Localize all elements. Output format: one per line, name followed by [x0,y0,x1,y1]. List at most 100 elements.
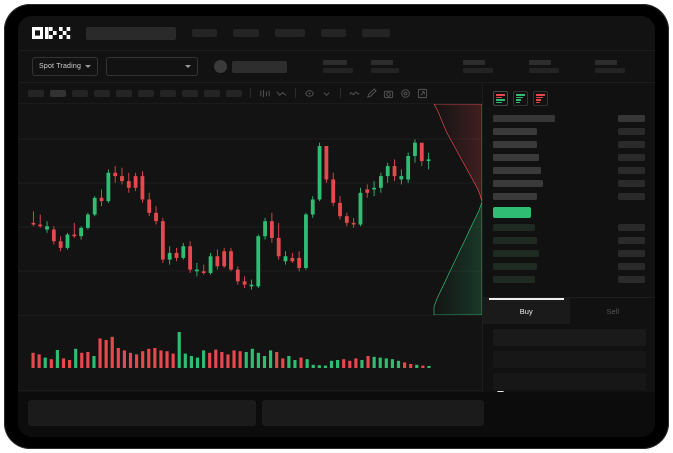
nav-link-5[interactable] [362,29,390,37]
timeframe-button-3[interactable] [72,89,88,97]
volume-histogram-chart[interactable] [18,315,482,390]
order-book-row[interactable] [493,138,645,151]
ob-price-value [618,224,645,231]
spot-trading-mode-select[interactable]: Spot Trading [32,57,99,76]
volume-bar [232,350,236,368]
toolbar-divider [295,88,296,98]
volume-bar [372,356,376,368]
volume-bar [49,359,53,368]
timeframe-button-2[interactable] [50,89,66,97]
timeframe-button-7[interactable] [160,89,176,97]
candle [351,222,356,225]
order-book-row[interactable] [493,234,645,247]
order-price-field[interactable] [493,329,646,346]
order-book-row[interactable] [493,221,645,234]
volume-bar [275,352,279,368]
order-amount-field[interactable] [493,351,646,368]
candle [358,192,363,225]
volume-bar [214,349,218,368]
candle [92,197,97,215]
order-book-row[interactable] [493,164,645,177]
nav-link-1[interactable] [192,29,217,37]
order-book-row[interactable] [493,177,645,190]
candle [365,189,370,193]
trading-pair-select[interactable] [106,57,199,76]
drawing-pencil-icon[interactable] [366,87,377,99]
candle [331,179,336,203]
search-input[interactable] [86,26,176,40]
timeframe-button-1[interactable] [28,89,44,97]
candle [208,256,213,273]
volume-bar [390,359,394,368]
volume-bar [311,364,315,368]
ob-price-value [618,263,645,270]
settings-gear-icon[interactable] [400,88,411,99]
ob-amount-bar [493,250,539,257]
camera-icon[interactable] [383,88,394,99]
okx-logo[interactable]: OKX [32,27,74,39]
candle [256,236,261,287]
volume-bar [141,351,145,368]
candle [106,172,111,202]
timeframe-button-10[interactable] [226,89,242,97]
volume-bar [147,348,151,368]
candle [317,146,322,200]
compare-icon[interactable] [304,88,315,99]
pair-last-price [232,60,288,73]
volume-bar [135,354,139,368]
ob-mode-asks-icon[interactable] [533,91,548,106]
chevron-down-icon[interactable] [321,88,332,99]
order-total-field[interactable] [493,373,646,390]
candle [154,212,158,222]
fullscreen-icon[interactable] [417,88,428,99]
tab-sell[interactable]: Sell [570,298,656,324]
volume-bar [183,353,187,368]
timeframe-button-5[interactable] [116,89,132,97]
candle [297,257,302,268]
ob-price-value [618,237,645,244]
order-book-row[interactable] [493,151,645,164]
volume-bar [86,352,90,368]
order-book-row[interactable] [493,190,645,203]
order-book-row[interactable] [493,247,645,260]
ob-mode-bids-icon[interactable] [513,91,528,106]
timeframe-button-4[interactable] [94,89,110,97]
candle [399,176,404,180]
timeframe-button-8[interactable] [182,89,198,97]
order-book-row[interactable] [493,260,645,273]
timeframe-button-9[interactable] [204,89,220,97]
volume-bar [262,356,267,368]
price-candlestick-chart[interactable] [18,104,482,315]
market-stat-1 [323,60,354,73]
stat-value [371,68,400,73]
volume-bar [415,364,419,368]
candle [133,176,138,188]
candlestick-icon[interactable] [259,88,270,99]
volume-bar [421,365,425,368]
candle [249,284,254,287]
tab-buy[interactable]: Buy [483,298,570,324]
top-navigation-bar: OKX [18,16,655,51]
timeframe-button-6[interactable] [138,89,154,97]
volume-bar [384,358,388,368]
nav-link-3[interactable] [275,29,305,37]
ob-mode-both-icon[interactable] [493,91,508,106]
line-chart-icon[interactable] [349,88,360,99]
volume-bar [43,357,47,368]
order-book-row[interactable] [493,273,645,286]
volume-bar [92,356,96,368]
bottom-panel-mid[interactable] [262,399,484,426]
candle [201,271,206,273]
bottom-panel-left[interactable] [28,399,256,426]
volume-bar [116,348,120,368]
volume-bar [299,357,303,368]
candle [215,256,220,267]
ob-price-value [618,276,645,283]
indicators-icon[interactable] [276,88,287,99]
nav-link-4[interactable] [321,29,346,37]
candle [120,176,124,182]
nav-link-2[interactable] [233,29,259,37]
volume-bar [323,365,327,368]
order-book-row[interactable] [493,125,645,138]
candle [310,199,315,215]
